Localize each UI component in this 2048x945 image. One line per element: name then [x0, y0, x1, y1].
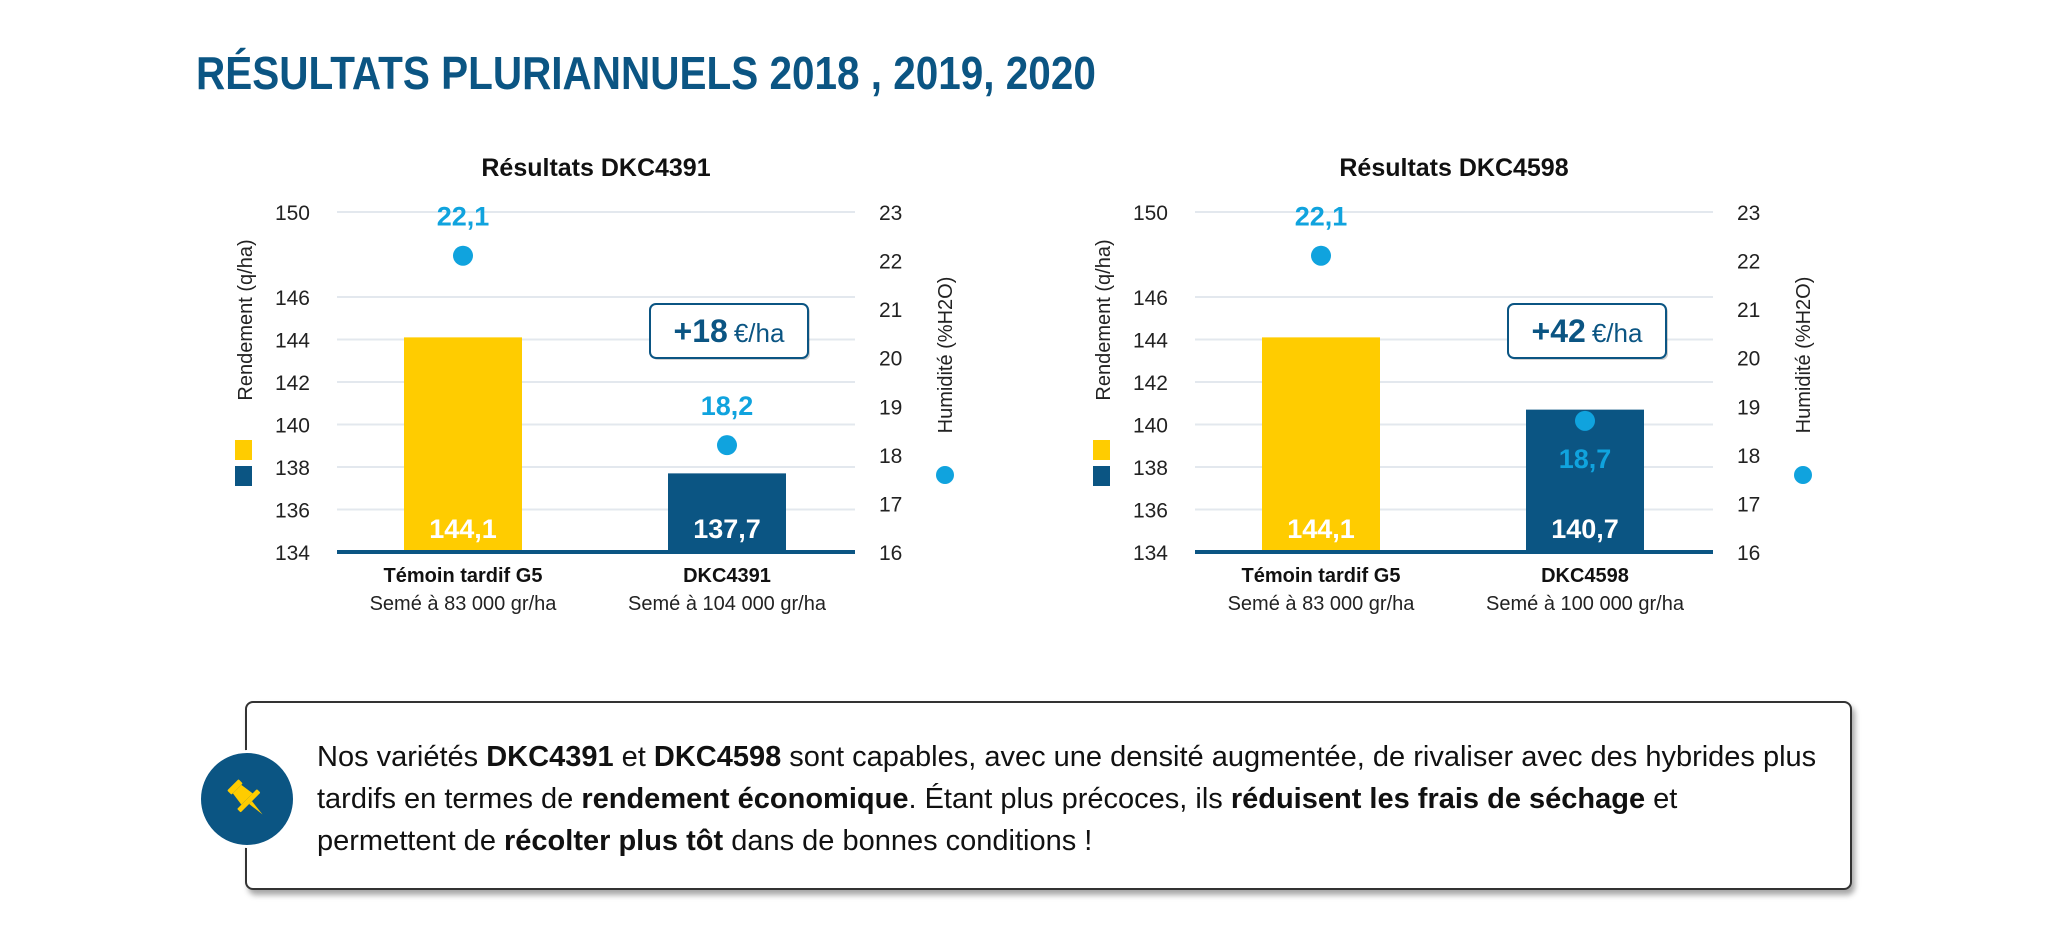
savings-value: +42 — [1532, 313, 1586, 349]
y-tick-label: 150 — [275, 202, 310, 225]
chart-1: Résultats DKC4391 134 136 138 140 142 144 146 15… — [235, 154, 957, 615]
humidity-value-label: 22,1 — [1295, 202, 1348, 232]
y-tick-label: 140 — [275, 415, 310, 438]
savings-value: +18 — [674, 313, 728, 349]
chart-title: Résultats DKC4598 — [1339, 154, 1568, 182]
y-tick-label: 136 — [275, 500, 310, 523]
callout-emphasis: DKC4391 — [486, 741, 614, 773]
y2-tick-label: 16 — [879, 542, 902, 565]
humidity-value-label: 18,2 — [701, 391, 754, 421]
category-sublabel: Semé à 83 000 gr/ha — [370, 593, 558, 615]
legend-humidity-dot — [1794, 466, 1812, 484]
y2-tick-label: 20 — [879, 348, 902, 371]
y-tick-label: 144 — [1133, 330, 1168, 353]
y2-tick-label: 19 — [879, 396, 902, 419]
bar — [1262, 337, 1380, 552]
y2-tick-label: 20 — [1737, 348, 1760, 371]
callout-segment: et permettent de — [317, 783, 1678, 857]
y-tick-label: 146 — [1133, 287, 1168, 310]
callout-emphasis: DKC4598 — [653, 741, 782, 773]
y2-tick-label: 18 — [879, 445, 902, 468]
legend-swatch-blue — [235, 466, 252, 486]
y-tick-label: 140 — [1133, 415, 1168, 438]
legend-swatch-yellow — [235, 440, 252, 460]
y-tick-label: 142 — [275, 372, 310, 395]
humidity-point — [453, 245, 473, 266]
y-tick-label: 138 — [275, 457, 310, 480]
bar-value-label: 137,7 — [693, 514, 761, 544]
y-tick-label: 134 — [1133, 542, 1168, 565]
savings-unit: €/ha — [734, 318, 785, 348]
category-sublabel: Semé à 100 000 gr/ha — [1486, 593, 1685, 615]
callout-text: Nos variétés DKC4391 et DKC4598 sont cap… — [317, 736, 1817, 862]
bar-value-label: 144,1 — [1287, 514, 1355, 544]
bar — [668, 473, 786, 552]
legend-swatch-yellow — [1093, 440, 1110, 460]
callout-emphasis: rendement économique — [581, 783, 909, 815]
y-axis-label: Rendement (q/ha) — [235, 239, 257, 400]
callout-segment: Nos variétés — [317, 741, 487, 773]
callout-segment: et — [613, 741, 654, 773]
y2-tick-label: 19 — [1737, 396, 1760, 419]
savings-badge-text: +42 €/ha — [1532, 313, 1643, 349]
legend-humidity-dot — [936, 466, 954, 484]
category-label: Témoin tardif G5 — [1242, 565, 1401, 587]
y2-tick-label: 23 — [879, 202, 902, 225]
category-label: DKC4391 — [683, 565, 771, 587]
y2-tick-label: 17 — [1737, 493, 1760, 516]
y-tick-label: 144 — [275, 330, 310, 353]
y2-tick-label: 17 — [879, 493, 902, 516]
bar — [404, 337, 522, 552]
savings-badge — [1507, 303, 1667, 359]
bar-value-label: 144,1 — [429, 514, 497, 544]
y2-tick-label: 21 — [879, 299, 902, 322]
y2-tick-label: 22 — [879, 251, 902, 274]
y2-axis-label: Humidité (%H2O) — [1793, 277, 1815, 434]
humidity-value-label: 18,7 — [1559, 444, 1612, 474]
callout-box — [245, 701, 1852, 890]
chart-2: Résultats DKC4598 134 136 138 140 142 144 146 15… — [1093, 154, 1815, 615]
category-label: DKC4598 — [1541, 565, 1629, 587]
category-sublabel: Semé à 104 000 gr/ha — [628, 593, 827, 615]
y2-tick-label: 18 — [1737, 445, 1760, 468]
bar-value-label: 140,7 — [1551, 514, 1619, 544]
charts: Résultats DKC4391 134 136 138 140 142 144 146 15… — [235, 154, 1815, 615]
y-tick-label: 134 — [275, 542, 310, 565]
callout-segment: dans de bonnes conditions ! — [723, 825, 1093, 857]
humidity-value-label: 22,1 — [437, 202, 490, 232]
category-label: Témoin tardif G5 — [384, 565, 543, 587]
chart-title: Résultats DKC4391 — [481, 154, 710, 182]
y2-tick-label: 21 — [1737, 299, 1760, 322]
humidity-point — [717, 435, 737, 456]
savings-badge-text: +18 €/ha — [674, 313, 785, 349]
bar — [1526, 409, 1644, 552]
category-sublabel: Semé à 83 000 gr/ha — [1228, 593, 1416, 615]
y-tick-label: 136 — [1133, 500, 1168, 523]
savings-unit: €/ha — [1592, 318, 1643, 348]
y-tick-label: 150 — [1133, 202, 1168, 225]
y2-tick-label: 22 — [1737, 251, 1760, 274]
callout-emphasis: réduisent les frais de séchage — [1230, 783, 1646, 815]
callout-emphasis: récolter plus tôt — [504, 825, 724, 857]
y2-tick-label: 23 — [1737, 202, 1760, 225]
y2-axis-label: Humidité (%H2O) — [935, 277, 957, 434]
y-axis-label: Rendement (q/ha) — [1093, 239, 1115, 400]
savings-badge — [649, 303, 809, 359]
y2-tick-label: 16 — [1737, 542, 1760, 565]
page-title: RÉSULTATS PLURIANNUELS 2018 , 2019, 2020 — [196, 47, 1096, 99]
y-tick-label: 142 — [1133, 372, 1168, 395]
legend-swatch-blue — [1093, 466, 1110, 486]
humidity-point — [1311, 245, 1331, 266]
y-tick-label: 146 — [275, 287, 310, 310]
humidity-point — [1575, 410, 1595, 431]
callout-segment: sont capables, avec une densité augmenté… — [317, 741, 1817, 815]
pushpin-icon — [198, 750, 296, 848]
callout-segment: . Étant plus précoces, ils — [908, 783, 1231, 815]
y-tick-label: 138 — [1133, 457, 1168, 480]
